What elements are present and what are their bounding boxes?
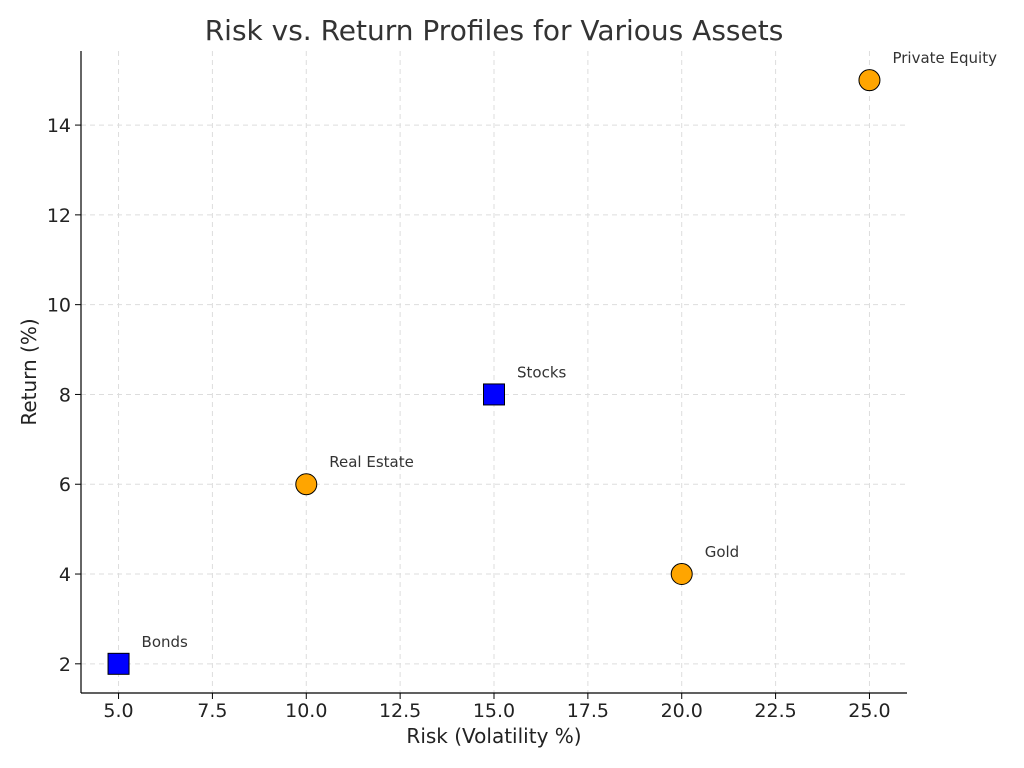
point-label-private-equity: Private Equity [892,49,997,67]
point-real-estate [295,473,318,496]
y-axis-label: Return (%) [17,318,41,425]
point-gold [670,563,693,586]
x-tick-label: 15.0 [473,700,515,722]
y-tick-label: 10 [47,295,71,317]
chart-title: Risk vs. Return Profiles for Various Ass… [205,14,784,47]
point-label-bonds: Bonds [142,633,188,651]
x-tick-label: 7.5 [197,700,227,722]
point-stocks [483,383,505,406]
y-tick-label: 4 [59,564,71,586]
axis-ticks: 5.0 7.5 10.0 12.5 15.0 17.5 20.0 22.5 25.0 2 4 6 8 10… [47,115,891,722]
point-bonds [107,652,130,675]
y-tick-label: 14 [47,115,71,137]
y-tick-label: 2 [59,654,71,676]
y-tick-label: 12 [47,205,71,227]
data-points: Bonds Real Estate Stocks Gold Private Equity [107,49,997,675]
x-tick-label: 17.5 [567,700,609,722]
y-tick-label: 6 [59,474,71,496]
x-axis-label: Risk (Volatility %) [406,724,581,748]
x-tick-label: 25.0 [848,700,890,722]
x-tick-label: 12.5 [379,700,421,722]
axes-spines [80,51,907,694]
point-label-real-estate: Real Estate [329,453,414,471]
x-tick-label: 5.0 [103,700,133,722]
grid-layer [81,51,907,693]
x-tick-label: 20.0 [661,700,703,722]
y-tick-label: 8 [59,384,71,406]
x-tick-label: 22.5 [754,700,796,722]
point-label-gold: Gold [705,543,740,561]
point-private-equity [858,69,881,92]
point-label-stocks: Stocks [517,363,567,381]
x-tick-label: 10.0 [285,700,327,722]
